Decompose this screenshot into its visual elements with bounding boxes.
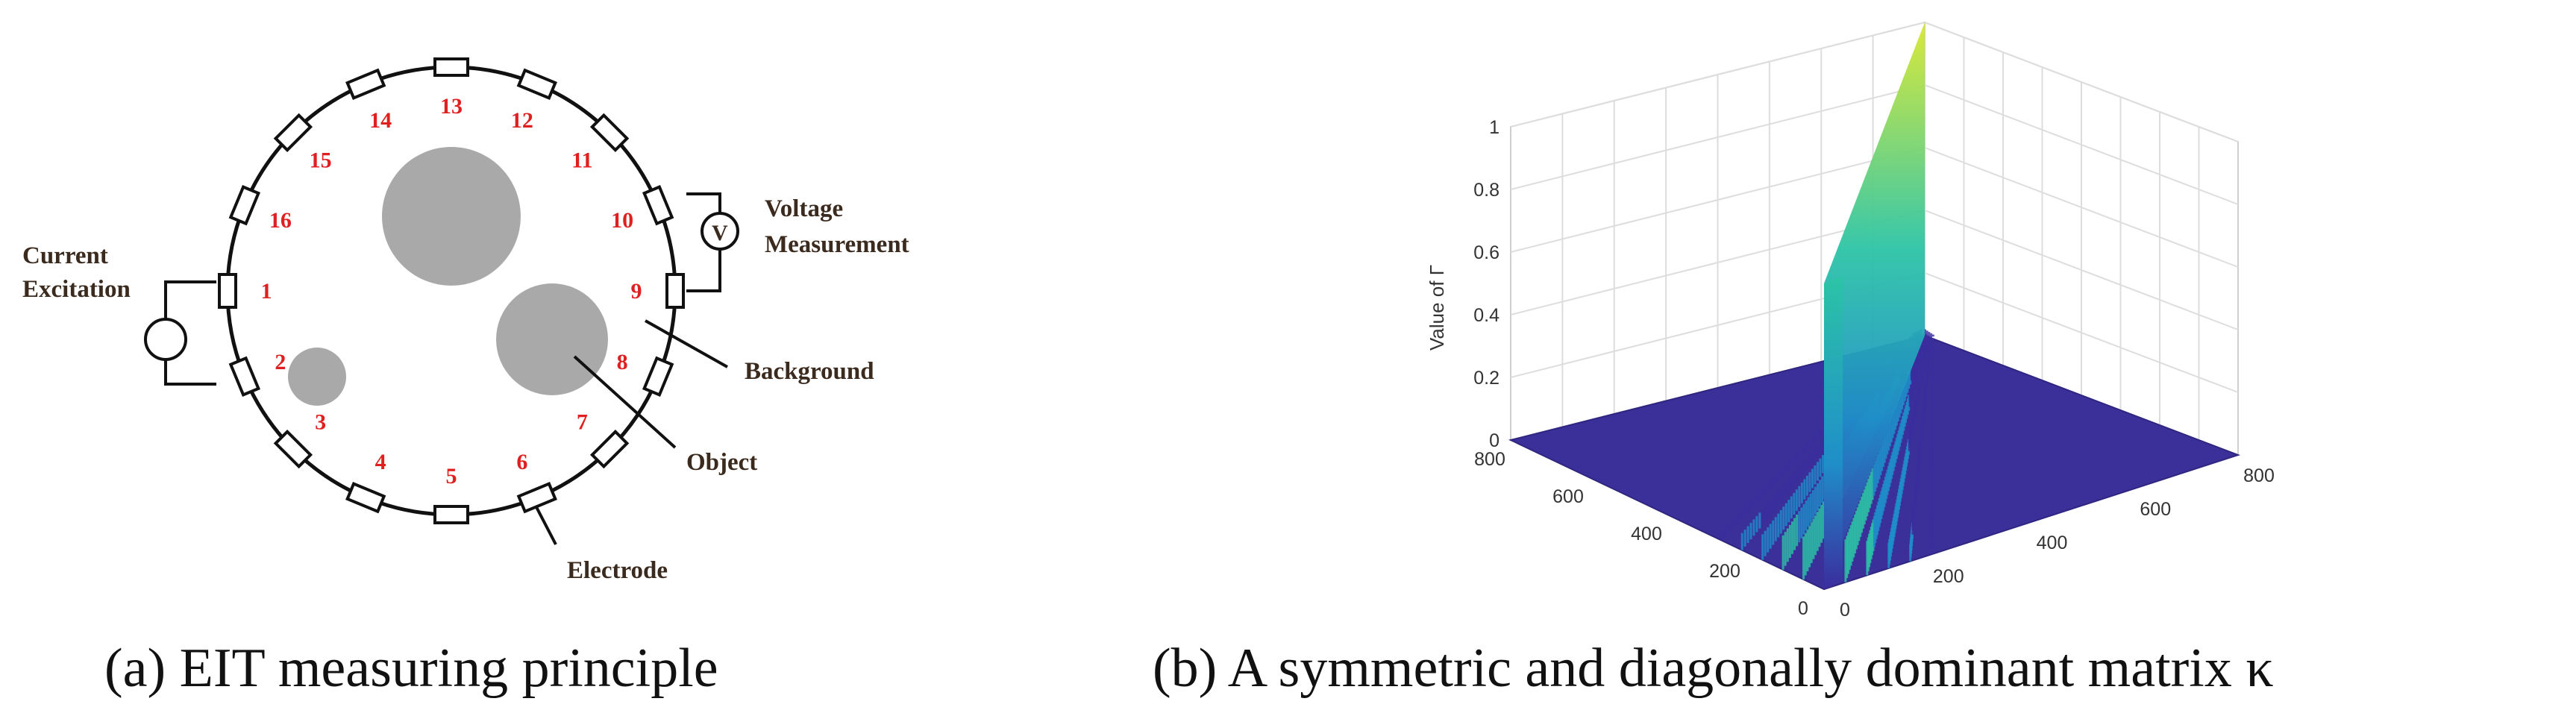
electrode-6 [516, 481, 557, 514]
voltage-label-line1: Voltage [765, 195, 843, 222]
z-tick-label: 0.2 [1473, 368, 1499, 389]
electrode-14 [345, 68, 386, 101]
z-tick-label: 0.4 [1473, 305, 1499, 326]
electrode-11 [589, 113, 630, 153]
x-tick-label: 800 [2243, 465, 2275, 486]
object-leader [573, 355, 677, 449]
electrode-12 [516, 68, 557, 101]
electrode-3 [273, 429, 313, 469]
electrode-number: 16 [269, 208, 292, 233]
y-tick-label: 200 [1709, 561, 1740, 582]
y-tick-label: 0 [1798, 598, 1808, 619]
z-axis-ticks: 0 0.2 0.4 0.6 0.8 1 [1473, 117, 1499, 451]
electrode-number: 11 [571, 148, 592, 173]
x-tick-label: 0 [1840, 600, 1850, 621]
y-axis-ticks: 0 200 400 600 800 [1474, 449, 1808, 619]
voltage-label-line2: Measurement [765, 231, 909, 258]
z-tick-label: 0.8 [1473, 180, 1499, 201]
panel-b-surface-plot: 0 0.2 0.4 0.6 0.8 1 0 200 400 600 800 0 200 400 600 8… [1153, 21, 2275, 699]
z-tick-label: 1 [1489, 117, 1499, 138]
y-tick-label: 400 [1631, 524, 1662, 544]
electrode-group [218, 57, 685, 524]
electrode-number: 15 [310, 148, 332, 173]
electrode-15 [273, 113, 313, 153]
object-small [288, 348, 346, 406]
object-large [382, 147, 521, 286]
electrode-number: 1 [261, 279, 272, 304]
electrode-label: Electrode [567, 557, 668, 584]
electrode-number: 8 [617, 350, 628, 374]
electrode-number: 9 [631, 279, 642, 304]
electrode-number: 3 [315, 409, 326, 434]
electrode-9 [665, 273, 685, 309]
diagonal-ridge [1824, 22, 1925, 589]
x-tick-label: 400 [2037, 533, 2068, 553]
background-label: Background [745, 358, 874, 385]
x-axis-ticks: 0 200 400 600 800 [1840, 465, 2275, 621]
z-tick-label: 0.6 [1473, 242, 1499, 263]
electrode-1 [218, 273, 237, 309]
electrode-7 [589, 429, 630, 469]
electrode-number: 14 [369, 108, 392, 133]
electrode-4 [345, 481, 386, 514]
electrode-leader [534, 505, 557, 545]
y-tick-label: 800 [1474, 449, 1505, 470]
current-source-symbol [144, 318, 187, 361]
electrode-number: 7 [577, 409, 588, 434]
z-axis-label: Value of Γ [1426, 265, 1448, 351]
current-label-line1: Current [22, 242, 108, 269]
object-label: Object [686, 449, 757, 476]
electrode-10 [642, 185, 674, 226]
electrode-number: 6 [516, 450, 527, 474]
electrode-number: 12 [511, 108, 533, 133]
voltmeter-letter: V [712, 221, 728, 245]
object-medium [496, 283, 608, 395]
electrode-5 [433, 505, 469, 524]
electrode-number: 13 [440, 94, 463, 119]
electrode-2 [228, 356, 261, 397]
caption-a: (a) EIT measuring principle [104, 638, 718, 699]
diagonal-ridge-front [1824, 276, 1843, 589]
electrode-number: 2 [275, 350, 286, 374]
electrode-8 [642, 356, 674, 397]
x-tick-label: 600 [2140, 499, 2171, 520]
y-tick-label: 600 [1552, 486, 1584, 507]
caption-b: (b) A symmetric and diagonally dominant … [1153, 638, 2274, 699]
z-tick-label: 0 [1489, 430, 1499, 451]
current-label-line2: Excitation [22, 276, 131, 303]
voltmeter-symbol [701, 212, 739, 251]
electrode-number: 10 [611, 208, 633, 233]
background-leader [645, 319, 728, 368]
x-tick-label: 200 [1933, 566, 1964, 587]
electrode-number: 4 [375, 450, 386, 474]
electrode-number: 5 [446, 464, 457, 489]
electrode-16 [228, 185, 261, 226]
grid-lines [1510, 22, 2239, 456]
electrode-13 [433, 57, 469, 77]
